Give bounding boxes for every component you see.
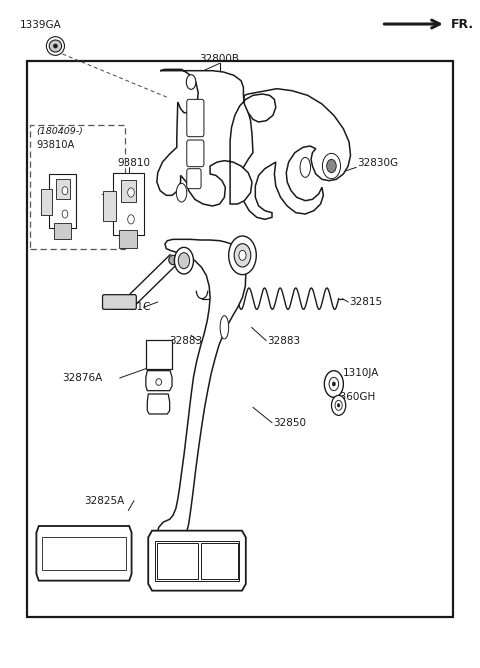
Text: 32800B: 32800B [200, 54, 240, 64]
Text: 1360GH: 1360GH [334, 392, 376, 402]
Ellipse shape [300, 158, 311, 177]
Ellipse shape [234, 244, 251, 267]
Ellipse shape [47, 37, 64, 55]
FancyBboxPatch shape [30, 126, 125, 248]
Ellipse shape [49, 40, 61, 52]
Polygon shape [147, 394, 169, 414]
Text: FR.: FR. [450, 17, 474, 31]
Polygon shape [157, 69, 276, 206]
Ellipse shape [337, 403, 340, 407]
Ellipse shape [128, 188, 134, 197]
Ellipse shape [174, 247, 193, 274]
FancyBboxPatch shape [56, 179, 70, 198]
Polygon shape [156, 540, 239, 580]
FancyBboxPatch shape [103, 191, 116, 220]
Ellipse shape [176, 183, 187, 202]
Text: 1310JA: 1310JA [342, 367, 379, 377]
FancyBboxPatch shape [27, 61, 453, 617]
FancyBboxPatch shape [41, 189, 52, 215]
Text: 32825A: 32825A [84, 496, 124, 506]
FancyBboxPatch shape [187, 100, 204, 137]
Text: 1339GA: 1339GA [20, 20, 61, 30]
Text: 93810A: 93810A [36, 140, 75, 150]
Ellipse shape [323, 154, 340, 178]
Polygon shape [146, 371, 172, 391]
Text: 32830G: 32830G [357, 158, 398, 168]
Text: 32883: 32883 [267, 335, 300, 345]
Ellipse shape [335, 400, 342, 410]
Ellipse shape [156, 379, 162, 385]
Polygon shape [148, 530, 246, 591]
Ellipse shape [62, 210, 68, 218]
FancyBboxPatch shape [121, 180, 136, 202]
FancyBboxPatch shape [157, 542, 198, 578]
Ellipse shape [332, 395, 346, 415]
Text: 93810: 93810 [117, 158, 150, 168]
Ellipse shape [324, 371, 343, 397]
FancyBboxPatch shape [54, 223, 71, 239]
Text: 32883: 32883 [169, 335, 203, 345]
Ellipse shape [178, 253, 190, 269]
Text: 32876A: 32876A [62, 373, 103, 383]
Polygon shape [157, 239, 246, 554]
FancyBboxPatch shape [103, 295, 136, 309]
Ellipse shape [220, 316, 228, 339]
FancyBboxPatch shape [49, 174, 76, 228]
Ellipse shape [54, 44, 57, 48]
Ellipse shape [186, 75, 196, 90]
Ellipse shape [327, 160, 336, 173]
Ellipse shape [62, 186, 68, 194]
Text: 32881C: 32881C [110, 303, 151, 313]
Ellipse shape [228, 236, 256, 275]
Polygon shape [36, 526, 132, 580]
Text: (180409-): (180409-) [36, 127, 83, 136]
Text: 32815: 32815 [349, 297, 382, 307]
Polygon shape [42, 536, 126, 570]
FancyBboxPatch shape [113, 173, 144, 234]
Ellipse shape [128, 214, 134, 224]
FancyBboxPatch shape [146, 340, 171, 369]
Ellipse shape [239, 250, 246, 261]
Ellipse shape [329, 377, 338, 391]
Ellipse shape [169, 255, 177, 265]
Polygon shape [241, 89, 350, 219]
Text: 32850: 32850 [273, 418, 306, 428]
FancyBboxPatch shape [119, 230, 137, 248]
FancyBboxPatch shape [187, 140, 204, 167]
FancyBboxPatch shape [201, 542, 238, 578]
FancyBboxPatch shape [187, 169, 201, 188]
Ellipse shape [333, 382, 336, 386]
